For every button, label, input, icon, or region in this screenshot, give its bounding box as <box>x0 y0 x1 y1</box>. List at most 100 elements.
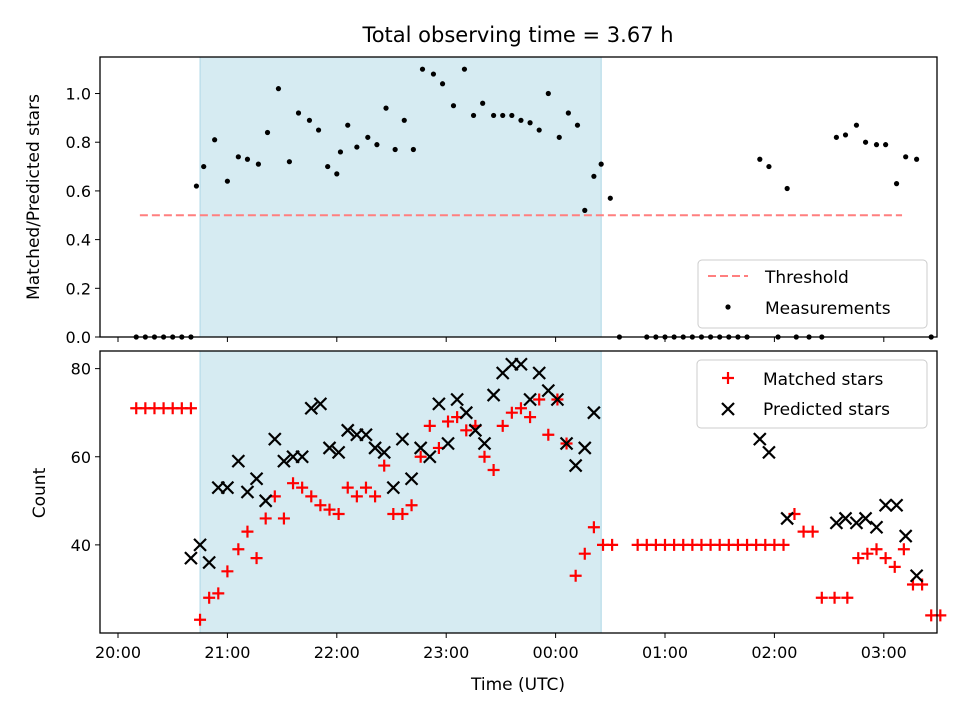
predicted-star-point <box>468 423 483 438</box>
predicted-star-point <box>193 538 207 552</box>
x-tick-label: 20:00 <box>95 643 141 662</box>
predicted-star-point <box>514 357 528 371</box>
matched-star-point <box>332 508 345 521</box>
predicted-star-point <box>459 405 474 420</box>
measurement-point <box>903 154 909 160</box>
measurement-point <box>337 149 344 155</box>
ratio-y-axis-label: Matched/Predicted stars <box>24 94 44 300</box>
predicted-star-point <box>829 516 844 530</box>
count-markers <box>130 357 947 626</box>
measurement-point <box>491 112 497 119</box>
predicted-star-point <box>313 397 328 411</box>
predicted-star-point <box>889 498 904 512</box>
predicted-star-point <box>559 436 574 451</box>
matched-star-point <box>542 428 555 441</box>
ratio-legend: Threshold Measurements <box>697 259 928 329</box>
predicted-star-point <box>295 449 309 464</box>
matched-star-point <box>378 459 391 472</box>
predicted-star-point <box>423 449 437 464</box>
measurement-point <box>306 117 313 123</box>
y-tick-label: 0.4 <box>66 231 91 250</box>
predicted-star-point <box>240 485 255 499</box>
matched-star-point <box>359 481 372 494</box>
matched-star-point <box>414 450 427 463</box>
predicted-star-point <box>368 441 382 455</box>
predicted-star-point <box>878 498 893 512</box>
measurement-point <box>430 71 437 77</box>
measurement-point <box>556 134 562 140</box>
matched-star-point <box>423 419 436 432</box>
y-tick-label: 40 <box>71 536 91 555</box>
predicted-star-point <box>898 529 913 543</box>
x-tick-label: 22:00 <box>314 643 360 662</box>
y-tick-label: 0.6 <box>66 182 91 201</box>
predicted-star-point <box>477 436 492 451</box>
measurement-point <box>419 66 426 72</box>
predicted-star-point <box>753 432 767 446</box>
ratio-axes-frame <box>99 56 938 338</box>
measurement-point <box>439 81 446 87</box>
matched-star-point <box>232 543 245 556</box>
predicted-star-point <box>441 436 455 451</box>
predicted-star-point <box>849 516 864 530</box>
matched-star-point <box>203 591 216 604</box>
predicted-star-point <box>231 454 246 468</box>
predicted-star-point <box>432 397 446 411</box>
matched-star-point <box>870 543 883 556</box>
ratio-panel: Total observing time = 3.67 h Matched/Pr… <box>24 23 938 347</box>
predicted-star-point <box>331 445 346 460</box>
matched-star-point <box>505 406 518 419</box>
matched-star-point <box>569 569 582 582</box>
measurement-point <box>392 146 398 153</box>
predicted-star-point <box>258 494 273 508</box>
measurement-point <box>224 178 230 184</box>
matched-star-point <box>606 538 619 551</box>
ratio-axis-ticks: 0.0 0.2 0.4 0.6 0.8 1.0 <box>66 85 885 347</box>
measurement-point <box>374 142 380 148</box>
y-tick-label: 0.2 <box>66 279 91 298</box>
predicted-star-point <box>359 427 373 442</box>
predicted-star-point <box>523 392 537 407</box>
matched-star-point <box>250 552 263 565</box>
x-tick-label: 02:00 <box>751 643 797 662</box>
measurement-point <box>354 144 360 150</box>
measurement-point <box>893 181 900 187</box>
measurement-point <box>345 122 351 128</box>
count-y-axis-label: Count <box>30 467 50 518</box>
measurement-point <box>536 127 542 133</box>
matched-star-point <box>861 547 874 560</box>
measurement-point <box>833 134 839 140</box>
matched-star-point <box>533 393 546 406</box>
matched-star-point <box>514 402 527 415</box>
measurement-point <box>873 142 880 148</box>
matched-star-point <box>221 565 234 578</box>
measurement-point <box>264 129 271 136</box>
matched-star-point <box>888 560 901 573</box>
matched-star-point <box>828 591 841 604</box>
matched-star-point <box>277 512 290 525</box>
predicted-star-point <box>532 366 546 380</box>
matched-star-point <box>396 508 409 521</box>
matched-star-point <box>852 552 865 565</box>
predicted-star-point <box>577 441 592 455</box>
predicted-star-point <box>550 392 565 407</box>
predicted-star-point <box>249 472 264 486</box>
measurement-point <box>470 112 477 119</box>
predicted-star-point <box>322 441 337 455</box>
predicted-star-point <box>220 480 235 495</box>
count-legend: Matched stars Predicted stars <box>696 359 928 429</box>
measurement-point <box>784 185 790 192</box>
measurement-point <box>883 142 889 148</box>
threshold-legend-label: Threshold <box>764 268 849 288</box>
measurement-point <box>509 112 515 119</box>
measurement-point <box>757 156 763 162</box>
predicted-star-point <box>869 520 884 535</box>
measurement-point <box>365 134 371 140</box>
x-tick-label: 03:00 <box>861 643 907 662</box>
matched-legend-swatch <box>722 372 734 384</box>
predicted-star-point <box>268 432 282 446</box>
measurement-point <box>244 156 251 162</box>
predicted-star-point <box>386 480 401 495</box>
measurement-point <box>591 173 597 179</box>
matched-star-point <box>287 477 300 490</box>
